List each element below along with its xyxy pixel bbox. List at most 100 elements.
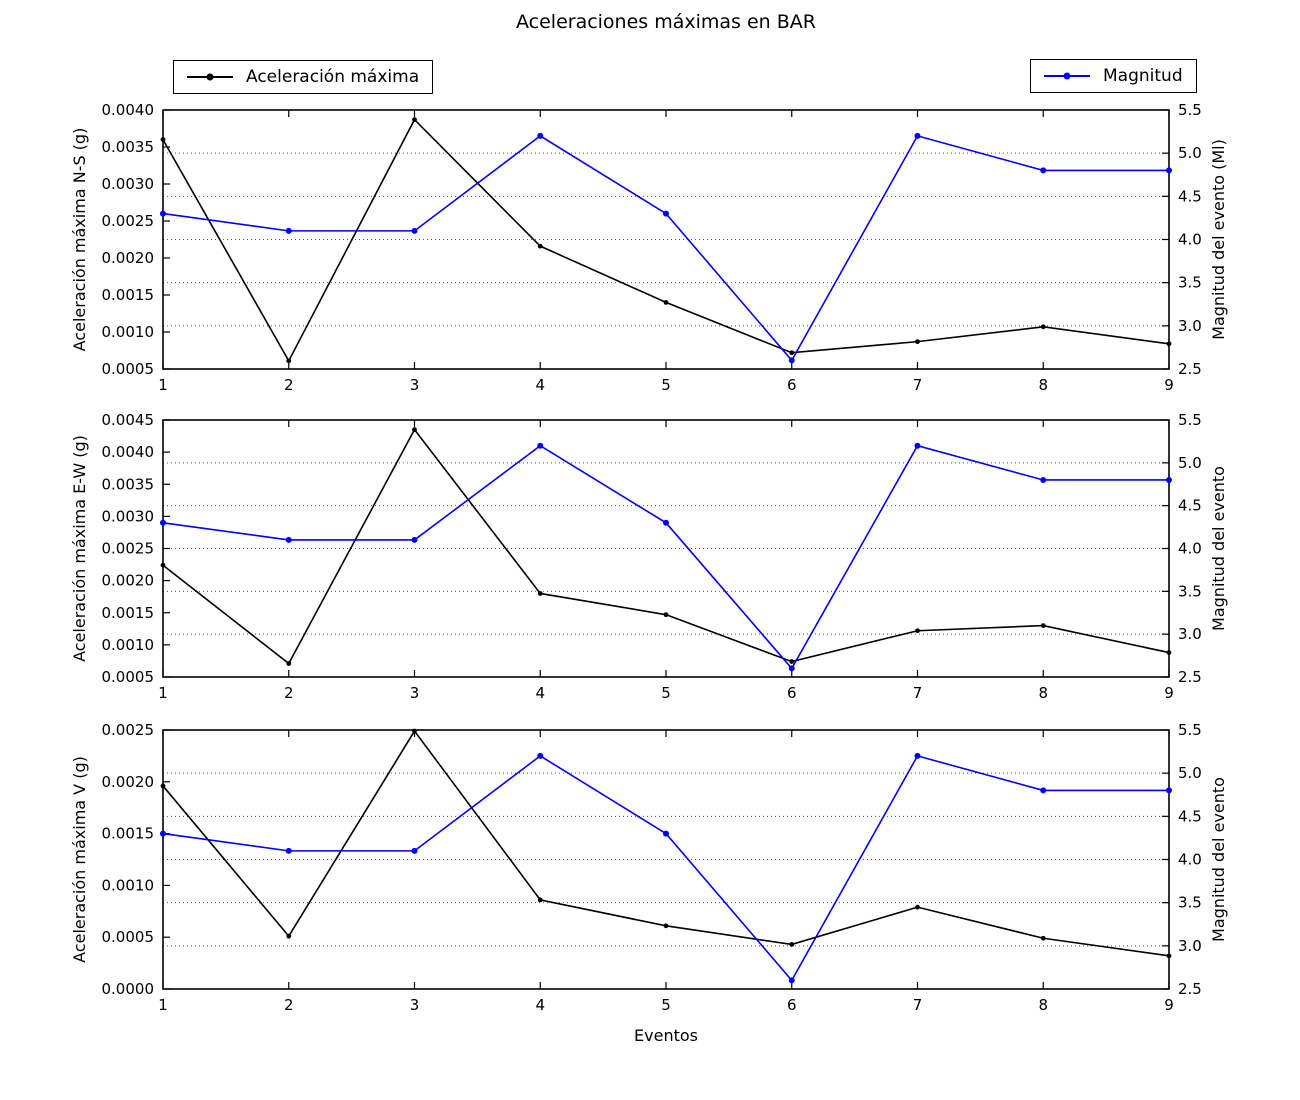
series-acceleration-marker [286, 661, 292, 666]
x-tick-label: 1 [158, 684, 168, 702]
series-magnitude-marker [411, 227, 418, 234]
series-magnitude-marker [160, 519, 166, 526]
legend-magnitude: Magnitud [1030, 59, 1197, 93]
series-magnitude-marker [285, 847, 292, 854]
series-acceleration-marker [160, 562, 166, 568]
series-magnitude-marker [285, 536, 292, 543]
y-tick-label-right: 5.0 [1178, 454, 1202, 472]
series-magnitude-line [162, 444, 1169, 670]
series-magnitude-marker [914, 752, 921, 759]
series-magnitude-marker [411, 847, 418, 854]
series-acceleration-marker [286, 933, 292, 939]
y-axis-label-right: Magnitud del evento [1209, 466, 1228, 631]
series-magnitude-marker [537, 442, 544, 449]
series-acceleration-marker [1166, 341, 1172, 347]
series-magnitude-marker [537, 752, 544, 759]
y-tick-label-left: 0.0045 [102, 411, 155, 429]
x-tick-label: 5 [661, 684, 671, 702]
y-tick-label-left: 0.0035 [102, 475, 155, 493]
y-tick-label-left: 0.0030 [102, 175, 155, 193]
series-magnitude-marker [1040, 167, 1047, 174]
series-acceleration-marker [412, 427, 417, 433]
series-magnitude-marker [1040, 787, 1047, 794]
y-axis-label-left: Aceleración máxima V (g) [70, 756, 89, 963]
y-tick-label-left: 0.0040 [102, 443, 155, 461]
series-magnitude-marker [160, 210, 166, 217]
y-tick-label-left: 0.0020 [102, 572, 155, 590]
y-tick-label-left: 0.0040 [102, 101, 155, 119]
series-magnitude-marker [1040, 476, 1047, 483]
y-tick-label-left: 0.0015 [102, 286, 155, 304]
x-tick-label: 3 [410, 376, 420, 394]
y-tick-label-right: 3.5 [1178, 582, 1202, 600]
y-tick-label-right: 5.5 [1178, 721, 1202, 739]
y-tick-label-right: 5.0 [1178, 764, 1202, 782]
series-magnitude-marker [788, 665, 795, 672]
series-acceleration-marker [789, 942, 795, 947]
x-tick-label: 9 [1164, 376, 1174, 394]
y-tick-label-left: 0.0020 [102, 773, 155, 791]
y-axis-label-left: Aceleración máxima N-S (g) [70, 128, 89, 352]
series-acceleration-marker [537, 243, 543, 249]
series-magnitude-marker [914, 132, 921, 139]
series-acceleration-marker [160, 783, 166, 789]
x-tick-label: 3 [410, 996, 420, 1014]
y-tick-label-right: 3.0 [1178, 937, 1202, 955]
series-acceleration-line [162, 428, 1170, 665]
plot-frame [162, 419, 1170, 678]
y-tick-label-right: 4.0 [1178, 851, 1202, 869]
series-acceleration-marker [915, 339, 920, 345]
y-tick-label-left: 0.0010 [102, 636, 155, 654]
y-tick-label-left: 0.0005 [102, 668, 155, 686]
y-tick-label-left: 0.0025 [102, 212, 155, 230]
y-tick-label-left: 0.0030 [102, 507, 155, 525]
series-acceleration-marker [1040, 935, 1046, 941]
x-axis-label: Eventos [634, 1026, 698, 1045]
series-magnitude-line [162, 754, 1169, 982]
series-magnitude-marker [914, 442, 921, 449]
series-magnitude-marker [663, 210, 669, 217]
series-magnitude-marker [663, 519, 669, 526]
x-tick-label: 9 [1164, 684, 1174, 702]
x-tick-label: 7 [913, 376, 923, 394]
x-tick-label: 8 [1038, 996, 1048, 1014]
series-acceleration-marker [1040, 623, 1046, 628]
y-tick-label-right: 3.0 [1178, 625, 1202, 643]
series-acceleration-marker [412, 117, 417, 123]
series-magnitude-marker [411, 536, 418, 543]
legend-acceleration-label: Aceleración máxima [246, 67, 420, 87]
series-magnitude-line [162, 134, 1169, 362]
series-magnitude-marker [1166, 787, 1172, 794]
acceleration-line-sample-icon [187, 73, 233, 81]
series-acceleration-marker [789, 350, 795, 356]
y-tick-label-right: 3.5 [1178, 894, 1202, 912]
y-tick-label-right: 4.0 [1178, 540, 1202, 558]
y-tick-label-left: 0.0025 [102, 721, 155, 739]
y-tick-label-right: 4.0 [1178, 231, 1202, 249]
y-tick-label-right: 3.5 [1178, 274, 1202, 292]
series-acceleration-marker [160, 137, 166, 143]
series-acceleration-marker [1040, 324, 1046, 330]
y-tick-label-left: 0.0025 [102, 540, 155, 558]
y-tick-label-right: 5.5 [1178, 101, 1202, 119]
y-tick-label-left: 0.0020 [102, 249, 155, 267]
x-tick-label: 3 [410, 684, 420, 702]
x-tick-label: 6 [787, 376, 797, 394]
series-magnitude-marker [788, 357, 795, 364]
series-acceleration-line [162, 729, 1170, 957]
series-magnitude-marker [285, 227, 292, 234]
y-tick-label-left: 0.0005 [102, 928, 155, 946]
chart-title: Aceleraciones máximas en BAR [515, 11, 816, 33]
series-acceleration-marker [537, 591, 543, 596]
y-tick-label-left: 0.0010 [102, 323, 155, 341]
legend-magnitude-label: Magnitud [1103, 66, 1183, 86]
y-tick-label-left: 0.0010 [102, 876, 155, 894]
y-tick-label-left: 0.0015 [102, 825, 155, 843]
y-axis-label-right: Magnitud del evento [1209, 777, 1228, 942]
series-acceleration-marker [789, 659, 795, 664]
series-acceleration-marker [663, 923, 669, 929]
series-magnitude-marker [1166, 476, 1172, 483]
series-acceleration-marker [537, 897, 543, 903]
